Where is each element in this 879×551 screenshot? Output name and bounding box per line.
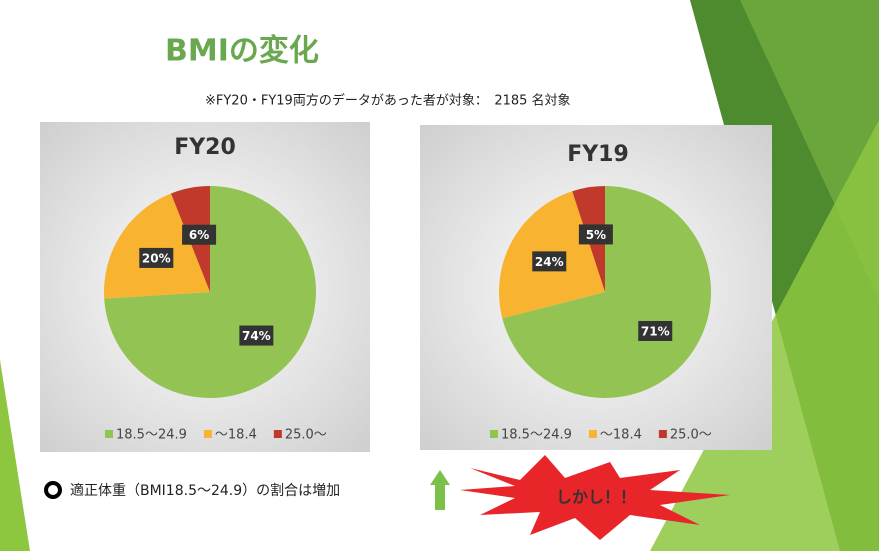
legend-swatch	[659, 430, 667, 438]
note: ※FY20・FY19両方のデータがあった者が対象： 2185 名対象	[205, 93, 571, 109]
data-label: 20%	[142, 251, 171, 265]
chart-title: FY20	[174, 135, 236, 160]
up-arrow	[430, 470, 450, 510]
data-label: 6%	[189, 228, 209, 242]
legend-swatch	[274, 430, 282, 438]
legend-label: 25.0～	[285, 428, 327, 443]
legend-swatch	[204, 430, 212, 438]
legend-label: 18.5～24.9	[501, 428, 572, 443]
legend-swatch	[490, 430, 498, 438]
legend-label: ～18.4	[215, 428, 257, 443]
data-label: 71%	[641, 324, 670, 338]
legend-swatch	[589, 430, 597, 438]
callout: しかし！！	[556, 488, 636, 507]
bullet-icon	[46, 483, 60, 497]
legend-swatch	[105, 430, 113, 438]
chart-title: FY19	[567, 142, 629, 167]
data-label: 5%	[586, 228, 606, 242]
bullet-text: 適正体重（BMI18.5～24.9）の割合は増加	[70, 482, 340, 499]
decoration	[0, 360, 30, 551]
slide-title: BMIの変化	[165, 34, 319, 69]
legend-label: ～18.4	[600, 428, 642, 443]
data-label: 74%	[242, 329, 271, 343]
legend-label: 25.0～	[670, 428, 712, 443]
data-label: 24%	[535, 255, 564, 269]
slide: BMIの変化 ※FY20・FY19両方のデータがあった者が対象： 2185 名対…	[0, 0, 879, 551]
legend-label: 18.5～24.9	[116, 428, 187, 443]
